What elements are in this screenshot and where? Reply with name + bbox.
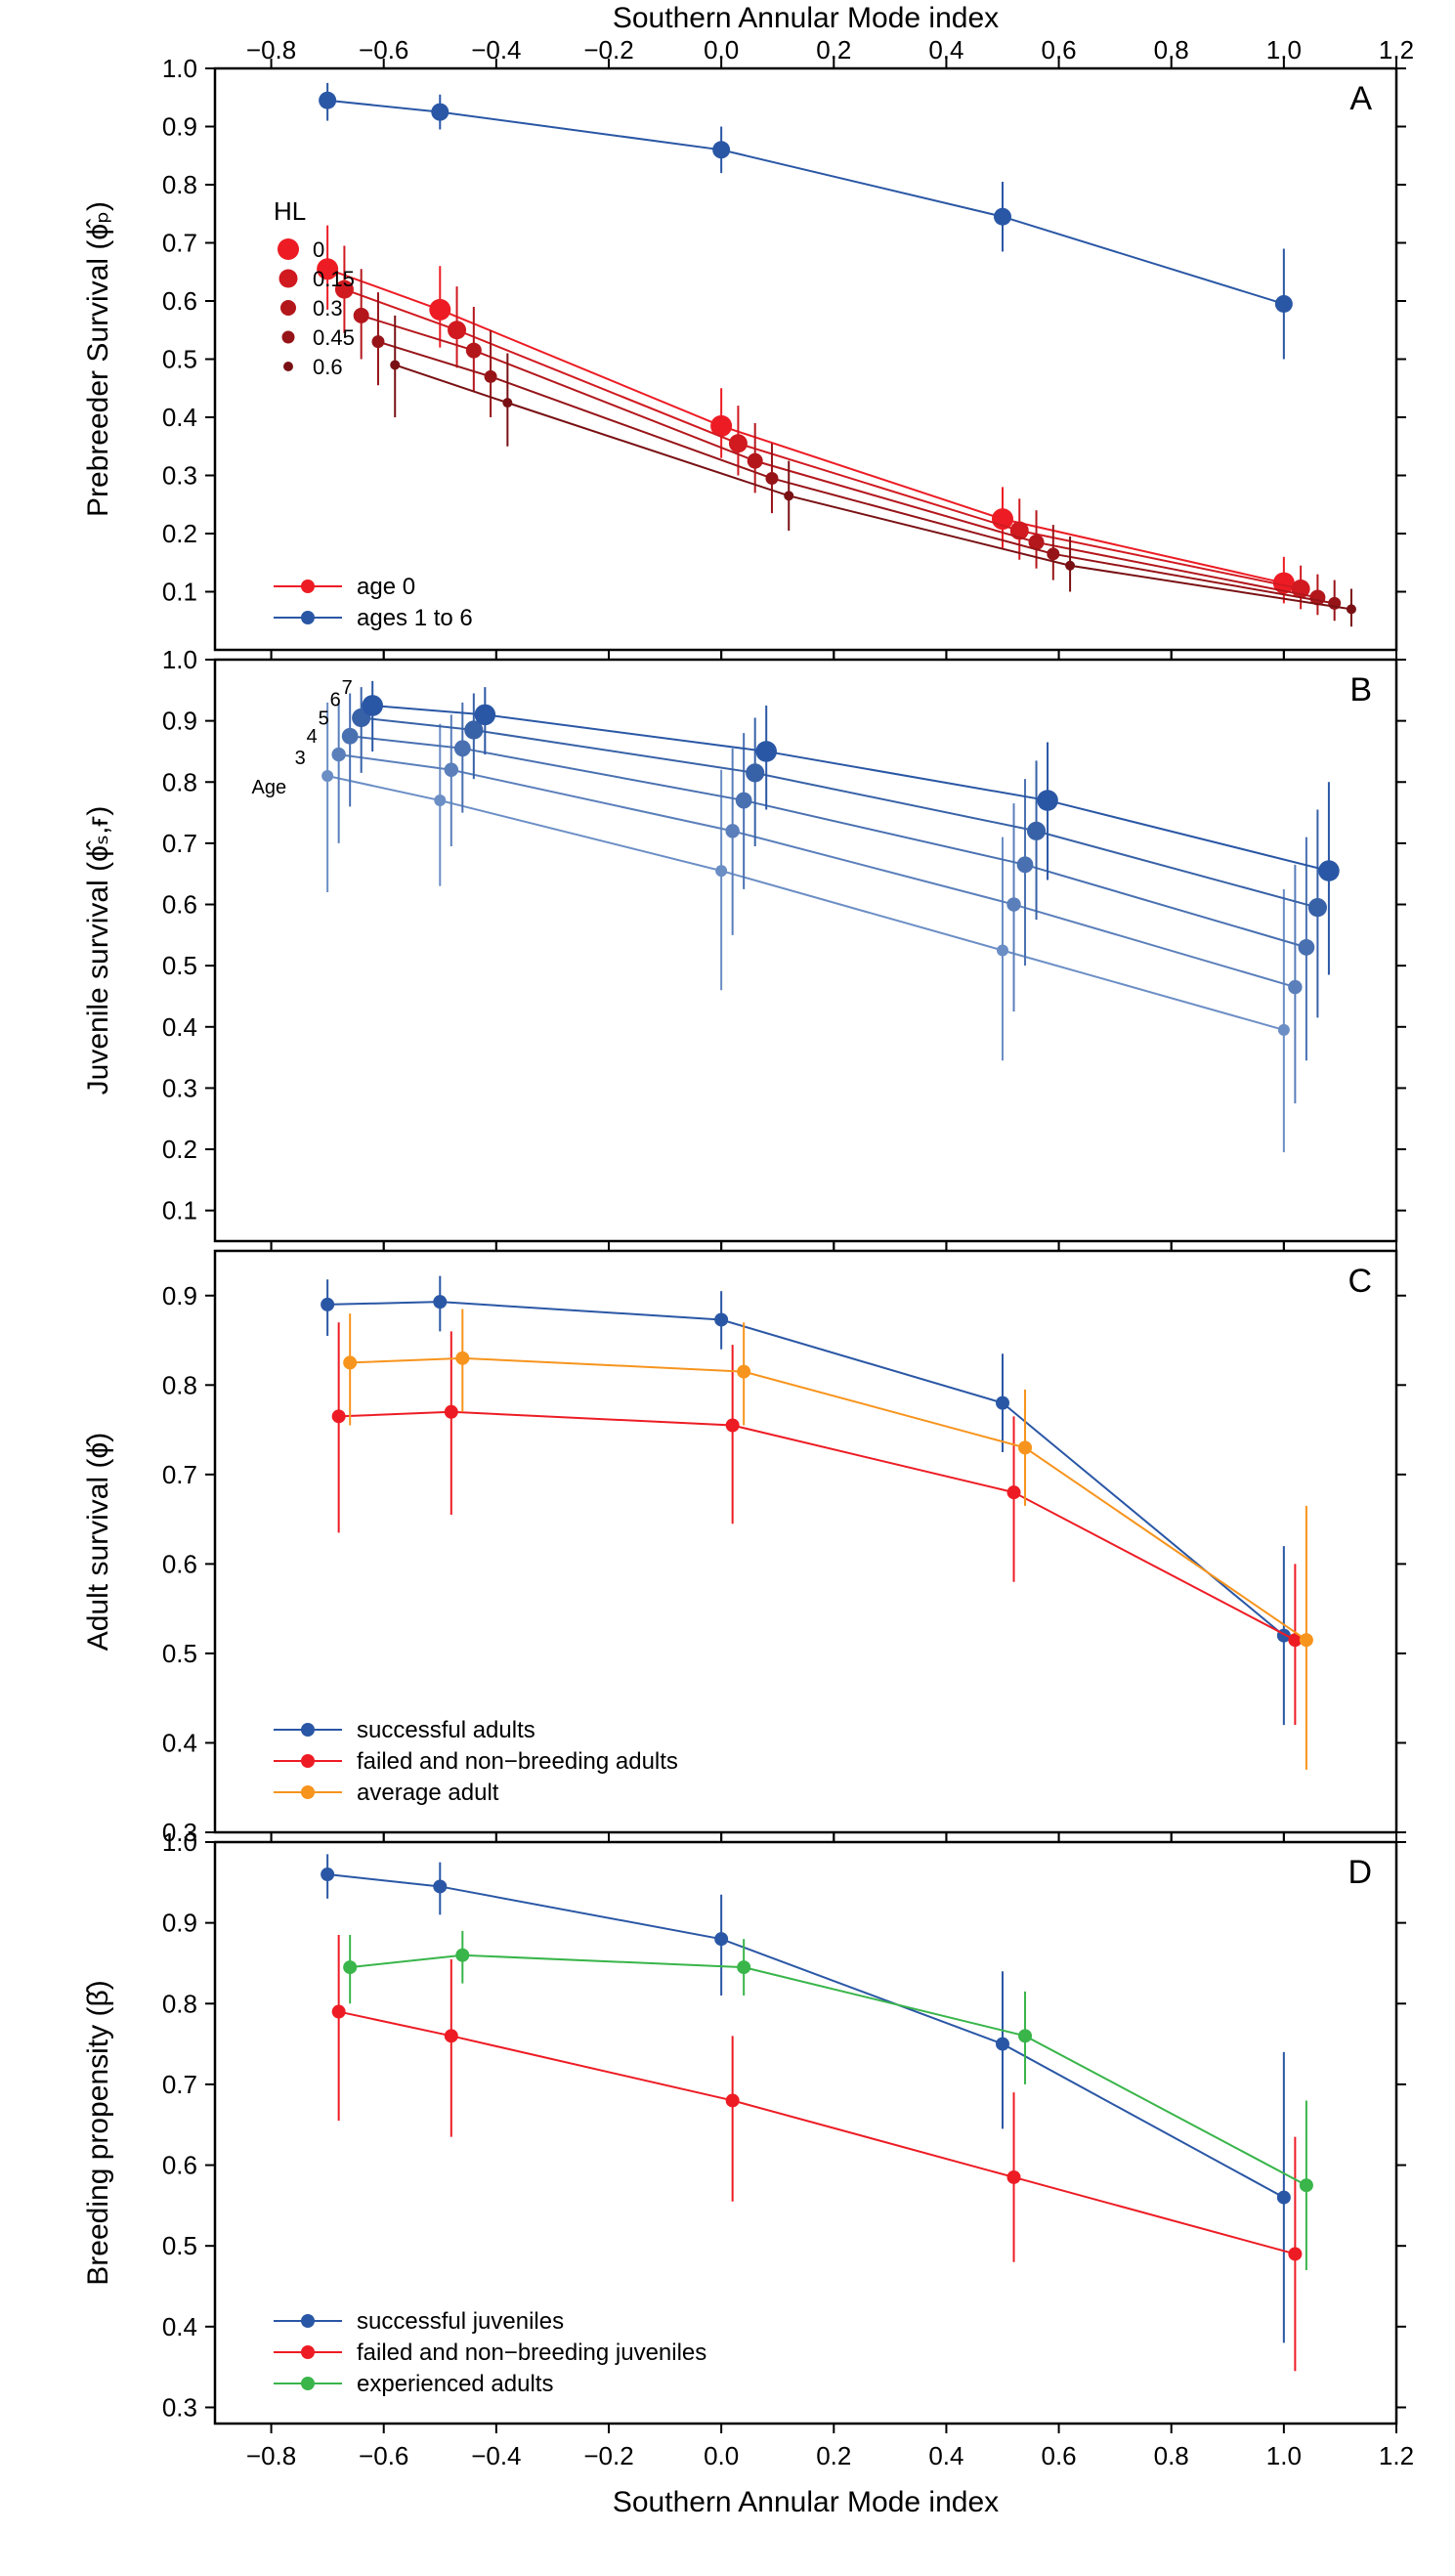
svg-text:0.1: 0.1 — [162, 578, 197, 607]
svg-text:0.4: 0.4 — [162, 2312, 197, 2341]
svg-text:0.2: 0.2 — [816, 2441, 851, 2470]
svg-text:0.3: 0.3 — [162, 2392, 197, 2422]
svg-text:0.9: 0.9 — [162, 1909, 197, 1938]
svg-text:1.0: 1.0 — [162, 54, 197, 83]
svg-text:Adult survival (ϕ̂): Adult survival (ϕ̂) — [82, 1433, 114, 1652]
svg-text:0.7: 0.7 — [162, 829, 197, 858]
svg-text:0.8: 0.8 — [162, 170, 197, 199]
svg-text:A: A — [1349, 80, 1372, 117]
svg-text:ages 1 to 6: ages 1 to 6 — [357, 605, 473, 631]
svg-text:D: D — [1348, 1854, 1372, 1891]
svg-text:0.6: 0.6 — [1041, 2441, 1076, 2470]
svg-text:0.8: 0.8 — [162, 1370, 197, 1399]
svg-text:−0.6: −0.6 — [359, 2441, 408, 2470]
svg-text:experienced adults: experienced adults — [357, 2371, 553, 2397]
svg-text:0.9: 0.9 — [162, 112, 197, 142]
svg-text:Juvenile survival (ϕ̂ₛ,ғ): Juvenile survival (ϕ̂ₛ,ғ) — [82, 806, 114, 1095]
svg-text:age 0: age 0 — [357, 574, 415, 600]
svg-text:0.6: 0.6 — [313, 355, 343, 379]
svg-text:0: 0 — [313, 237, 324, 262]
figure-container: Southern Annular Mode index −0.8 −0.6 −0.4 −… — [0, 0, 1455, 2576]
multipanel-chart: Southern Annular Mode index −0.8 −0.6 −0.4 −… — [0, 0, 1455, 2576]
svg-text:B: B — [1349, 671, 1372, 708]
svg-text:0.4: 0.4 — [928, 2441, 963, 2470]
svg-text:0.7: 0.7 — [162, 229, 197, 258]
svg-text:0.15: 0.15 — [313, 267, 355, 291]
svg-text:HL: HL — [274, 196, 306, 226]
svg-text:0.4: 0.4 — [162, 1728, 197, 1757]
svg-text:0.6: 0.6 — [162, 890, 197, 920]
svg-text:1.2: 1.2 — [1379, 2441, 1414, 2470]
svg-text:3: 3 — [295, 748, 306, 769]
svg-text:0.8: 0.8 — [162, 767, 197, 796]
svg-text:1.0: 1.0 — [162, 645, 197, 674]
svg-text:1.0: 1.0 — [1266, 2441, 1302, 2470]
svg-text:failed and non−breeding adults: failed and non−breeding adults — [357, 1748, 678, 1775]
svg-text:−0.8: −0.8 — [246, 2441, 296, 2470]
svg-text:0.9: 0.9 — [162, 1281, 197, 1310]
svg-text:0.6: 0.6 — [162, 2151, 197, 2180]
svg-text:0.5: 0.5 — [162, 345, 197, 374]
svg-text:0.7: 0.7 — [162, 1460, 197, 1489]
svg-text:6: 6 — [330, 690, 341, 711]
svg-text:7: 7 — [342, 677, 353, 699]
svg-text:4: 4 — [307, 726, 318, 748]
svg-text:0.5: 0.5 — [162, 1639, 197, 1668]
svg-text:Breeding propensity (β̂): Breeding propensity (β̂) — [82, 1980, 114, 2285]
svg-text:Southern Annular Mode index: Southern Annular Mode index — [613, 2486, 999, 2518]
svg-text:1.0: 1.0 — [162, 1827, 197, 1857]
svg-text:0.3: 0.3 — [313, 296, 343, 321]
svg-text:0.5: 0.5 — [162, 2231, 197, 2260]
svg-text:successful adults: successful adults — [357, 1717, 535, 1743]
svg-text:0.45: 0.45 — [313, 325, 355, 350]
svg-text:Age: Age — [252, 777, 287, 798]
svg-text:−0.4: −0.4 — [471, 2441, 521, 2470]
svg-text:0.3: 0.3 — [162, 461, 197, 491]
svg-text:successful juveniles: successful juveniles — [357, 2308, 564, 2335]
svg-text:Southern Annular Mode index: Southern Annular Mode index — [613, 2, 999, 34]
svg-text:0.8: 0.8 — [1154, 2441, 1189, 2470]
svg-text:0.5: 0.5 — [162, 951, 197, 980]
svg-text:failed and non−breeding juveni: failed and non−breeding juveniles — [357, 2340, 706, 2366]
svg-text:0.4: 0.4 — [162, 403, 197, 432]
svg-text:0.6: 0.6 — [162, 1549, 197, 1578]
svg-text:0.2: 0.2 — [162, 519, 197, 548]
svg-text:0.3: 0.3 — [162, 1073, 197, 1102]
svg-text:Prebreeder Survival (ϕ̂ₚ): Prebreeder Survival (ϕ̂ₚ) — [82, 201, 114, 517]
svg-text:0.0: 0.0 — [704, 2441, 739, 2470]
svg-text:5: 5 — [319, 708, 329, 729]
svg-text:C: C — [1348, 1263, 1372, 1300]
svg-text:0.6: 0.6 — [162, 286, 197, 316]
svg-text:0.4: 0.4 — [162, 1012, 197, 1042]
svg-text:0.1: 0.1 — [162, 1196, 197, 1225]
svg-text:0.9: 0.9 — [162, 707, 197, 736]
svg-text:0.7: 0.7 — [162, 2070, 197, 2099]
svg-text:−0.2: −0.2 — [583, 2441, 633, 2470]
svg-text:0.8: 0.8 — [162, 1989, 197, 2018]
svg-text:average adult: average adult — [357, 1780, 499, 1806]
svg-text:0.2: 0.2 — [162, 1135, 197, 1164]
